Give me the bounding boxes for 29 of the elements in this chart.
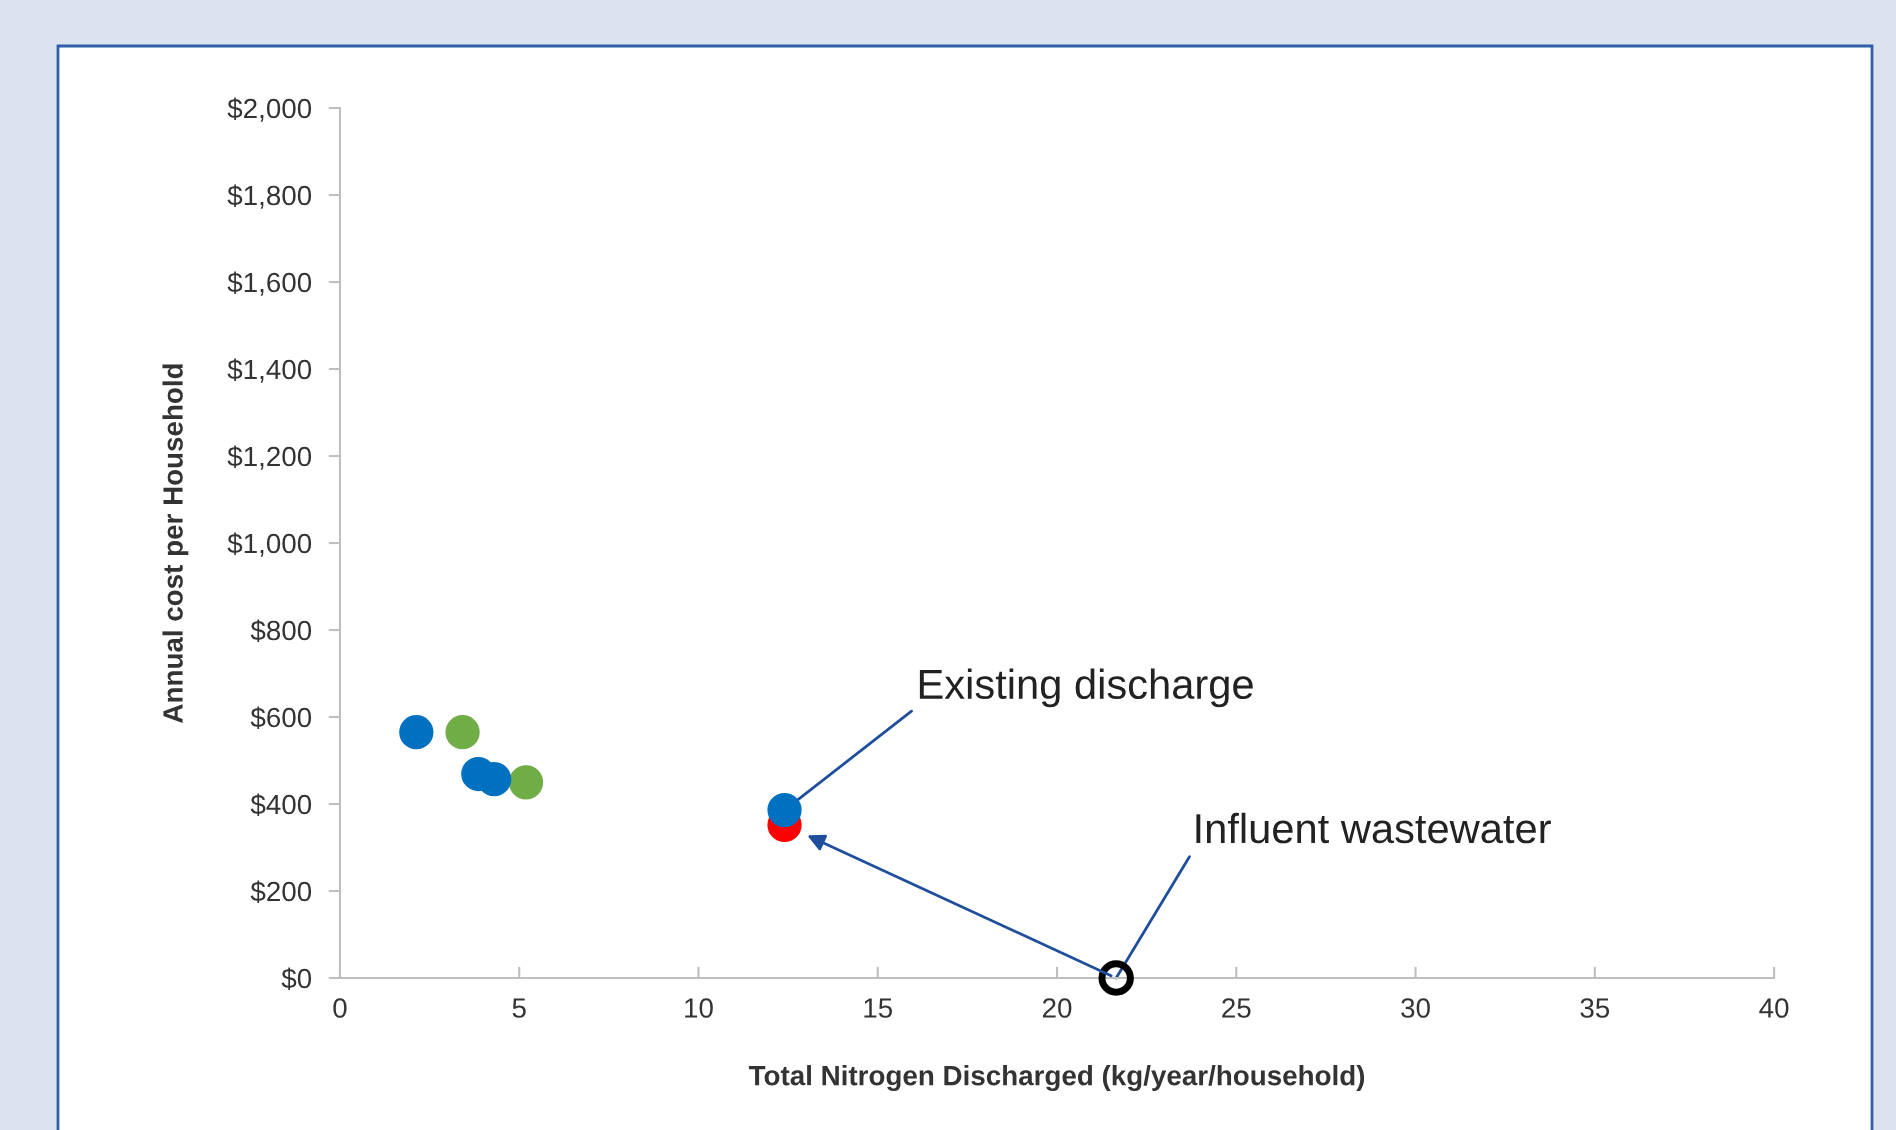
y-tick-label: $0: [281, 967, 312, 991]
y-tick-label: $800: [250, 619, 312, 643]
y-tick-label: $2,000: [227, 97, 312, 122]
y-tick-label: $600: [250, 706, 312, 730]
annotation: Existing discharge: [919, 668, 1253, 708]
point: [399, 715, 434, 750]
y-tick-label: $1,000: [227, 532, 312, 557]
point: [767, 792, 802, 828]
y-tick-label: $200: [250, 880, 312, 904]
y-axis-title: Annual cost per Household: [162, 364, 189, 723]
x-tick-label: 40: [1759, 998, 1789, 1018]
point: [508, 765, 544, 800]
annotation: Influent wastewater: [1196, 812, 1551, 844]
point: [445, 715, 480, 750]
point: [1098, 960, 1134, 996]
y-tick-label: $400: [250, 793, 312, 817]
y-tick-label: $1,600: [227, 271, 312, 296]
x-tick-label: 25: [1222, 998, 1251, 1018]
y-tick-label: $1,200: [227, 445, 312, 470]
x-tick-label: 20: [1042, 998, 1072, 1018]
x-tick-label: 35: [1580, 998, 1610, 1018]
x-tick-label: 15: [864, 998, 893, 1018]
x-tick-label: 30: [1401, 998, 1430, 1018]
y-tick-label: $1,400: [227, 358, 312, 383]
x-axis-title: Total Nitrogen Discharged (kg/year/household): [748, 1065, 1365, 1092]
x-tick-label: 5: [512, 998, 526, 1018]
x-tick-label: 10: [685, 998, 713, 1018]
y-tick-label: $1,800: [227, 184, 312, 209]
x-tick-label: 0: [333, 998, 347, 1018]
